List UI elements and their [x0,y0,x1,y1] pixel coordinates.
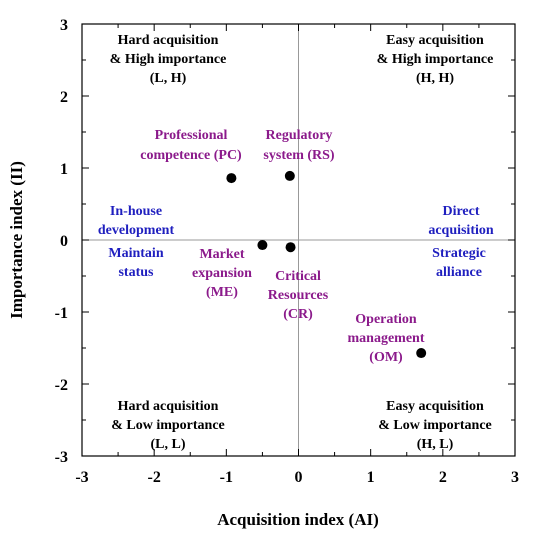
x-axis-label: Acquisition index (AI) [217,510,379,529]
y-tick-label: 0 [60,233,68,250]
quadrant-label-bottom-right: Easy acquisition & Low importance (H, L) [378,399,492,452]
x-tick-label: 0 [295,469,303,486]
y-tick-label: 2 [60,89,68,106]
point-label-me: Market expansion (ME) [192,247,252,300]
x-tick-label: 1 [367,469,375,486]
data-point-om [416,348,427,359]
y-tick-label: 1 [60,161,68,178]
y-tick-label: -1 [55,305,68,322]
point-label-pc: Professional competence (PC) [140,128,242,163]
x-tick-label: 3 [511,469,519,486]
data-point-cr [285,242,296,253]
data-point-rs [284,170,295,181]
y-tick-label: -3 [55,449,68,466]
x-tick-label: -1 [220,469,233,486]
y-axis-label: Importance index (II) [7,161,26,319]
point-label-om: Operation management (OM) [348,312,425,365]
data-point-me [257,240,268,251]
x-tick-label: 2 [439,469,447,486]
strategy-label-direct: Direct acquisition [428,204,494,238]
quadrant-label-bottom-left: Hard acquisition & Low importance (L, L) [111,399,225,452]
y-tick-label: 3 [60,17,68,34]
quadrant-label-top-right: Easy acquisition & High importance (H, H) [377,33,494,86]
strategy-label-in-house: In-house development [98,204,175,238]
x-tick-label: -3 [75,469,88,486]
data-point-pc [226,173,237,184]
strategy-label-maintain: Maintain status [108,246,163,280]
point-label-cr: Critical Resources (CR) [268,269,329,322]
strategy-label-alliance: Strategic alliance [432,246,486,280]
quadrant-label-top-left: Hard acquisition & High importance (L, H) [110,33,227,86]
y-tick-label: -2 [55,377,68,394]
x-tick-label: -2 [148,469,161,486]
point-label-rs: Regulatory system (RS) [263,128,334,163]
